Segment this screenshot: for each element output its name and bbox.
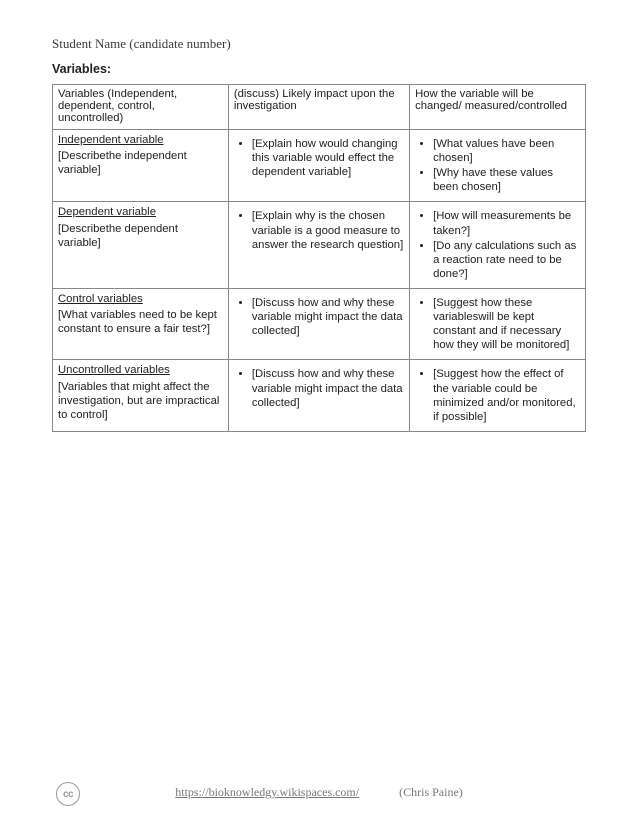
cell-var-name: Dependent variable [Describethe dependen…: [53, 202, 229, 289]
var-heading: Control variables: [58, 293, 143, 305]
page-footer: https://bioknowledgy.wikispaces.com/ (Ch…: [0, 785, 638, 800]
list-item: [Suggest how the effect of the variable …: [433, 367, 580, 423]
section-title: Variables:: [52, 62, 586, 76]
cell-impact: [Discuss how and why these variable migh…: [228, 288, 409, 359]
var-heading: Independent variable: [58, 134, 164, 146]
cell-var-name: Independent variable [Describethe indepe…: [53, 130, 229, 202]
col-header-impact: (discuss) Likely impact upon the investi…: [228, 85, 409, 130]
list-item: [Why have these values been chosen]: [433, 166, 580, 194]
document-page: Student Name (candidate number) Variable…: [0, 0, 638, 432]
col-header-treatment: How the variable will be changed/ measur…: [410, 85, 586, 130]
cell-treatment: [Suggest how the effect of the variable …: [410, 360, 586, 431]
list-item: [Suggest how these variableswill be kept…: [433, 296, 580, 352]
var-desc: [Describethe dependent variable]: [58, 222, 223, 250]
cell-var-name: Uncontrolled variables [Variables that m…: [53, 360, 229, 431]
cell-treatment: [What values have been chosen] [Why have…: [410, 130, 586, 202]
list-item: [Do any calculations such as a reaction …: [433, 239, 580, 281]
list-item: [Explain how would changing this variabl…: [252, 137, 404, 179]
list-item: [Discuss how and why these variable migh…: [252, 296, 404, 338]
cell-treatment: [How will measurements be taken?] [Do an…: [410, 202, 586, 289]
col-header-variables: Variables (Independent, dependent, contr…: [53, 85, 229, 130]
table-row: Control variables [What variables need t…: [53, 288, 586, 359]
var-desc: [Describethe independent variable]: [58, 149, 223, 177]
cell-impact: [Explain why is the chosen variable is a…: [228, 202, 409, 289]
table-header-row: Variables (Independent, dependent, contr…: [53, 85, 586, 130]
table-row: Dependent variable [Describethe dependen…: [53, 202, 586, 289]
footer-link[interactable]: https://bioknowledgy.wikispaces.com/: [175, 785, 359, 800]
list-item: [What values have been chosen]: [433, 137, 580, 165]
list-item: [How will measurements be taken?]: [433, 209, 580, 237]
cell-treatment: [Suggest how these variableswill be kept…: [410, 288, 586, 359]
var-heading: Dependent variable: [58, 206, 156, 218]
list-item: [Explain why is the chosen variable is a…: [252, 209, 404, 251]
cell-var-name: Control variables [What variables need t…: [53, 288, 229, 359]
list-item: [Discuss how and why these variable migh…: [252, 367, 404, 409]
var-desc: [Variables that might affect the investi…: [58, 380, 223, 422]
var-heading: Uncontrolled variables: [58, 364, 170, 376]
table-row: Uncontrolled variables [Variables that m…: [53, 360, 586, 431]
variables-table: Variables (Independent, dependent, contr…: [52, 84, 586, 432]
var-desc: [What variables need to be kept constant…: [58, 308, 223, 336]
student-name-line: Student Name (candidate number): [52, 36, 586, 52]
cell-impact: [Explain how would changing this variabl…: [228, 130, 409, 202]
cell-impact: [Discuss how and why these variable migh…: [228, 360, 409, 431]
table-row: Independent variable [Describethe indepe…: [53, 130, 586, 202]
footer-author: (Chris Paine): [399, 785, 463, 800]
